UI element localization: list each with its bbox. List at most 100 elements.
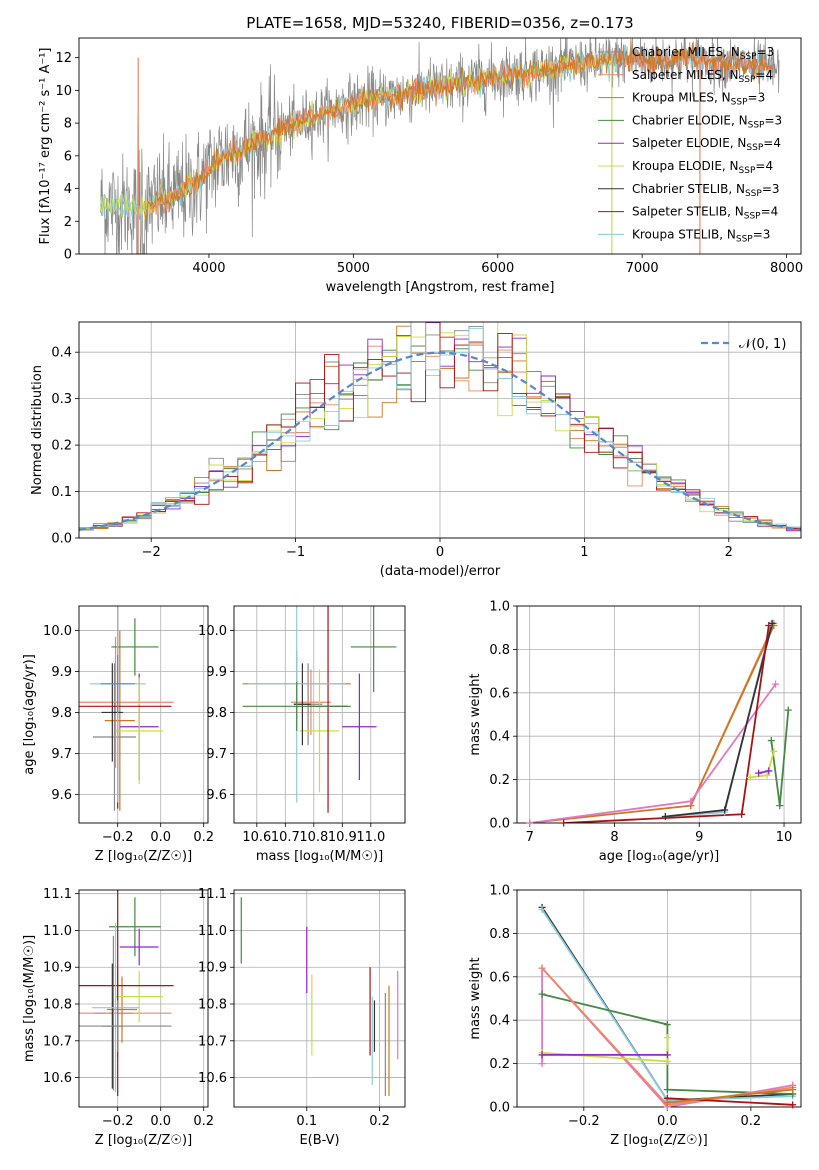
y-tick-label: 10.9 [198, 961, 227, 976]
panel-massweight-vs-Z: −0.2 0.0 0.2 0.0 0.2 0.4 0.6 0.8 1.0 Z [log₁₀(Z/Z… [468, 884, 802, 1148]
y-tick-label: 9.8 [206, 706, 227, 721]
panel-mass-vs-ebv: 0.1 0.2 10.6 10.7 10.8 10.9 11.0 11.1 E(B-V) [198, 887, 406, 1148]
x-tick-label: 0.0 [657, 1114, 678, 1129]
x-tick-label: 0.0 [150, 1114, 171, 1129]
panel-mass-vs-Z: −0.2 0.0 0.2 10.6 10.7 10.8 10.9 11.0 11.1 Z [log… [22, 887, 214, 1148]
plot-area [234, 606, 405, 823]
x-tick-label: 10 [776, 830, 793, 845]
x-tick-label: 0.0 [150, 830, 171, 845]
axes-frame [516, 605, 802, 824]
y-tick-label: 9.6 [51, 788, 72, 803]
legend-entry: Chabrier MILES, NSSP=3 [598, 45, 774, 62]
errorbar-point [299, 669, 340, 793]
y-tick-label: 0.4 [489, 1014, 510, 1029]
data-point-marker [526, 819, 534, 827]
x-tick-label: −0.2 [102, 830, 134, 845]
axes-frame [78, 37, 802, 255]
legend-entry: Chabrier ELODIE, NSSP=3 [598, 113, 782, 130]
data-point-marker [772, 680, 780, 688]
legend-entry: Salpeter ELODIE, NSSP=4 [598, 136, 781, 153]
errorbar-point [79, 1000, 172, 1052]
mass-weight-series [563, 625, 770, 823]
data-point-marker [789, 1101, 797, 1109]
y-tick-label: 9.9 [206, 665, 227, 680]
y-tick-label: 0.4 [489, 730, 510, 745]
y-tick-label: 0.3 [51, 392, 72, 407]
y-axis-label: Normed distribution [30, 365, 45, 495]
axes-frame [516, 889, 802, 1108]
y-tick-label: 0.8 [489, 927, 510, 942]
y-tick-label: 10.0 [198, 624, 227, 639]
y-axis-label: mass weight [468, 673, 483, 755]
data-point-marker [784, 706, 792, 714]
axes-frame [78, 889, 209, 1108]
errorbar-point [91, 923, 140, 1093]
y-tick-label: 0.1 [51, 485, 72, 500]
errorbar-point [106, 976, 138, 1043]
plot-area [79, 606, 208, 823]
y-tick-label: 9.6 [206, 788, 227, 803]
y-tick-label: 10.6 [198, 1071, 227, 1086]
x-tick-label: 8 [610, 830, 618, 845]
y-tick-label: 0 [64, 248, 72, 263]
x-tick-label: 0 [436, 545, 444, 560]
data-point-marker [538, 964, 546, 972]
x-tick-label: 11.0 [356, 830, 385, 845]
data-point-marker [663, 1099, 671, 1107]
x-axis-label: Z [log₁₀(Z/Z☉)] [95, 849, 192, 864]
x-tick-label: 10.6 [242, 830, 271, 845]
x-tick-label: 1 [580, 545, 588, 560]
errorbar-point [111, 618, 159, 676]
errorbar-point [242, 681, 351, 731]
data-point-marker [687, 797, 695, 805]
errorbar-point [350, 606, 397, 692]
data-point-marker [746, 773, 754, 781]
y-tick-label: 9.7 [51, 747, 72, 762]
y-tick-label: 0.4 [51, 346, 72, 361]
y-tick-label: 10 [55, 84, 72, 99]
y-tick-label: 11.0 [198, 924, 227, 939]
data-point-marker [538, 1051, 546, 1059]
legend-label: Kroupa ELODIE, NSSP=4 [632, 159, 773, 176]
y-tick-label: 0.6 [489, 970, 510, 985]
data-point-marker [789, 1086, 797, 1094]
legend-entry: Chabrier STELIB, NSSP=3 [598, 182, 780, 199]
model-spectrum [143, 38, 773, 220]
errorbar-point [119, 928, 159, 966]
x-axis-label: (data-model)/error [380, 564, 501, 579]
x-axis-label: wavelength [Angstrom, rest frame] [326, 280, 555, 295]
x-tick-label: −0.2 [102, 1114, 134, 1129]
plot-area [234, 890, 405, 1107]
plot-area [517, 890, 801, 1107]
x-tick-label: 0.1 [296, 1114, 317, 1129]
legend-label: Kroupa STELIB, NSSP=3 [632, 227, 770, 244]
y-tick-label: 0.2 [489, 773, 510, 788]
data-point-marker [765, 767, 773, 775]
y-tick-label: 4 [64, 182, 72, 197]
errorbar-point [342, 673, 377, 781]
y-tick-label: 10.6 [43, 1071, 72, 1086]
y-tick-label: 10.7 [198, 1034, 227, 1049]
y-axis-label: mass [log₁₀(M/M☉)] [22, 935, 37, 1062]
y-tick-label: 0.6 [489, 686, 510, 701]
legend-label: Chabrier STELIB, NSSP=3 [632, 182, 780, 199]
errorbar-point [101, 663, 124, 762]
x-tick-label: 6000 [481, 261, 514, 276]
x-tick-label: 0.2 [369, 1114, 390, 1129]
legend-entry: Salpeter STELIB, NSSP=4 [598, 205, 778, 222]
x-axis-label: mass [log₁₀(M/M☉)] [256, 849, 383, 864]
x-tick-label: 2 [725, 545, 733, 560]
y-tick-label: 11.1 [198, 887, 227, 902]
data-point-marker [755, 769, 763, 777]
data-point-marker [663, 1034, 671, 1042]
y-tick-label: 0.2 [51, 439, 72, 454]
y-tick-label: 8 [64, 117, 72, 132]
legend-entry: Salpeter MILES, NSSP=4 [598, 68, 773, 85]
model-spectrum [143, 43, 773, 215]
errorbar-point [104, 630, 135, 811]
x-axis-label: Z [log₁₀(Z/Z☉)] [610, 1133, 707, 1148]
mass-weight-series [529, 625, 775, 823]
mass-weight-series [665, 623, 774, 818]
y-tick-label: 10.8 [43, 998, 72, 1013]
